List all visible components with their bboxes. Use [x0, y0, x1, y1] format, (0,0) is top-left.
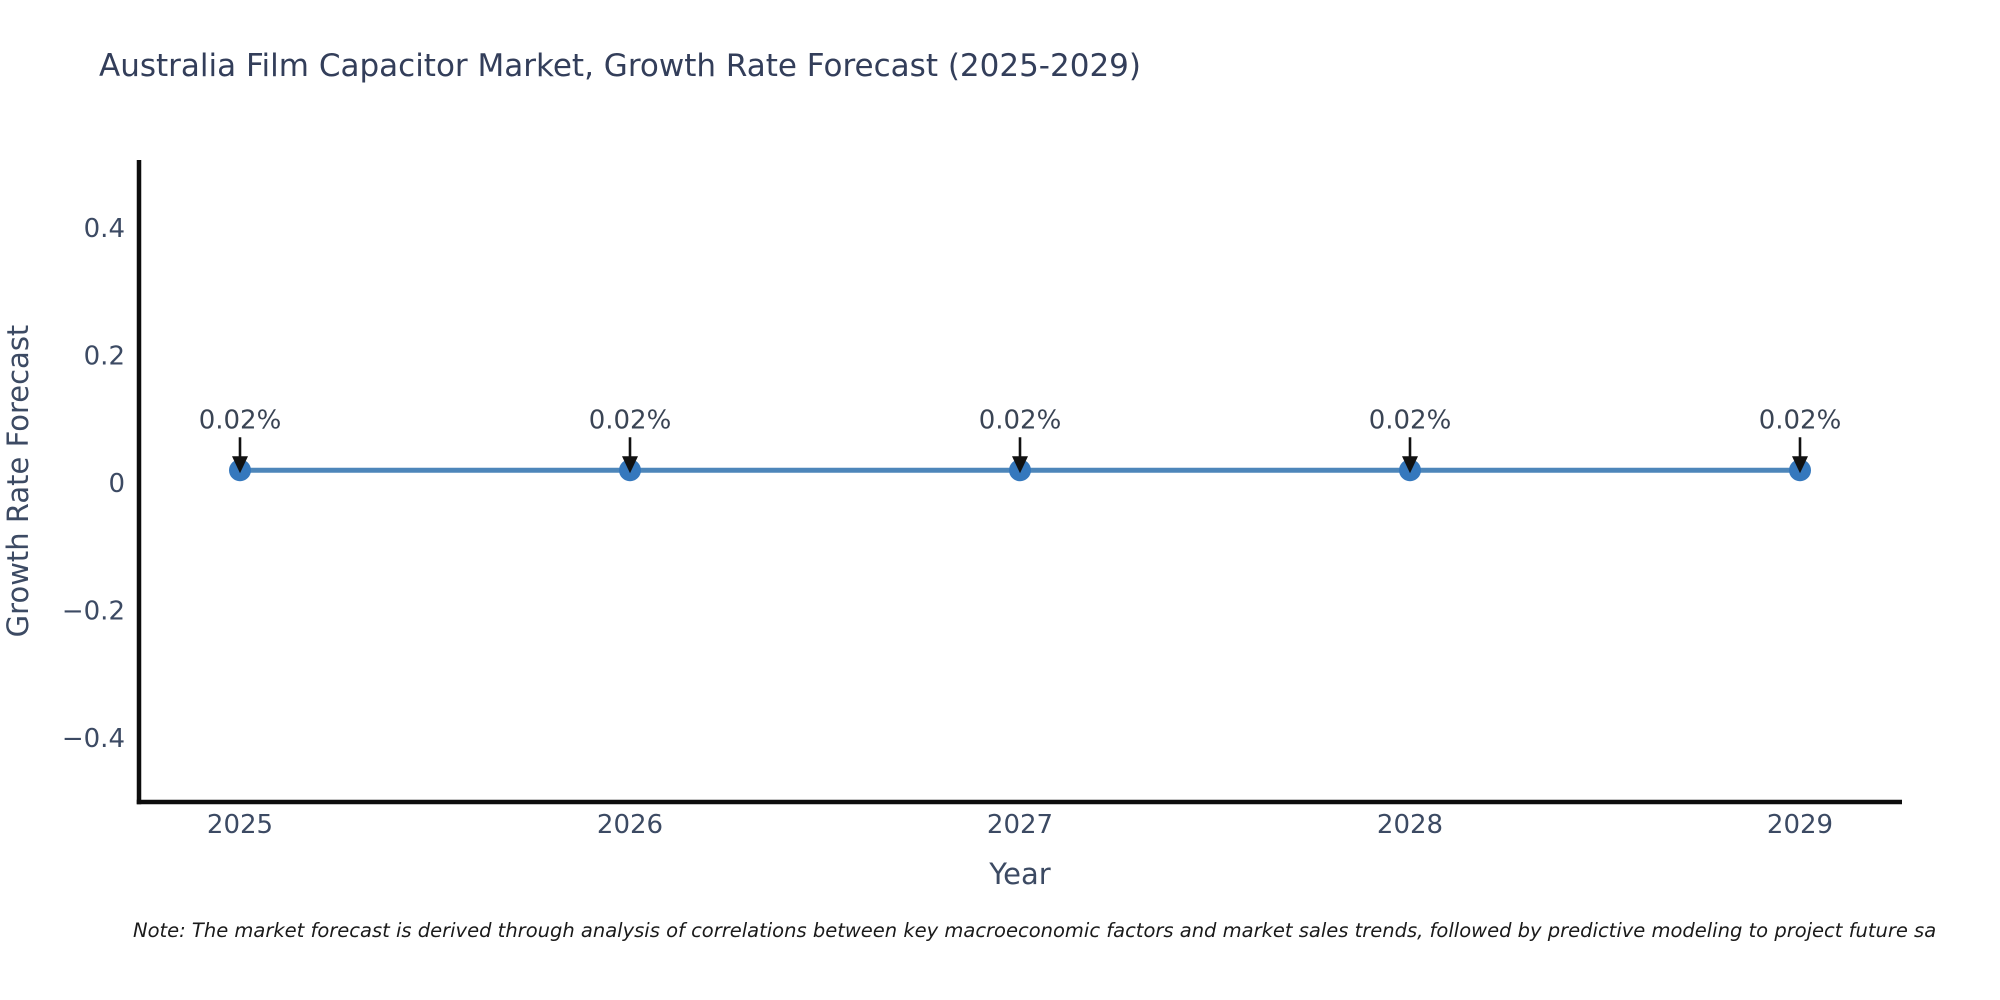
- footnote: Note: The market forecast is derived thr…: [133, 919, 1937, 942]
- annotation-arrow-head: [232, 456, 248, 474]
- y-tick-label: 0.2: [84, 342, 125, 372]
- y-axis-label: Growth Rate Forecast: [1, 325, 35, 638]
- annotation-arrow-head: [1402, 456, 1418, 474]
- x-tick-label: 2028: [1377, 810, 1443, 840]
- data-point-label: 0.02%: [979, 405, 1062, 435]
- data-point-label: 0.02%: [1369, 405, 1452, 435]
- data-point-label: 0.02%: [199, 405, 282, 435]
- chart-title: Australia Film Capacitor Market, Growth …: [99, 48, 1141, 84]
- x-axis-spine: [136, 799, 1902, 805]
- x-axis-label: Year: [988, 857, 1050, 891]
- y-tick-label: 0: [108, 469, 125, 499]
- y-tick-label: 0.4: [84, 214, 125, 244]
- x-tick-label: 2029: [1767, 810, 1833, 840]
- data-point-label: 0.02%: [589, 405, 672, 435]
- y-axis-spine: [136, 160, 142, 805]
- x-tick-label: 2027: [987, 810, 1053, 840]
- data-point-label: 0.02%: [1759, 405, 1842, 435]
- y-tick-label: −0.2: [62, 596, 125, 626]
- x-tick-label: 2025: [207, 810, 273, 840]
- annotation-arrow-head: [1012, 456, 1028, 474]
- annotation-arrow-head: [1792, 456, 1808, 474]
- annotation-arrow-head: [622, 456, 638, 474]
- x-tick-label: 2026: [597, 810, 663, 840]
- y-tick-label: −0.4: [62, 724, 125, 754]
